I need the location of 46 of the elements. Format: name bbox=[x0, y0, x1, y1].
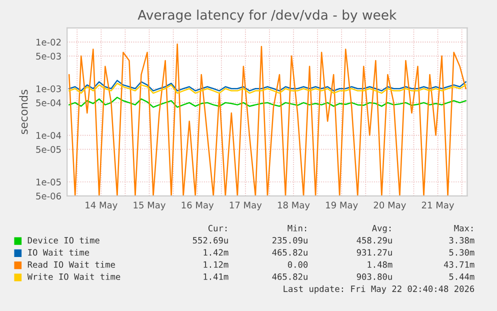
text: 903.80u bbox=[356, 273, 392, 280]
line-series bbox=[68, 96, 466, 108]
y-tick-label: 1e-05 bbox=[36, 178, 61, 186]
y-tick-label: 1e-04 bbox=[36, 132, 62, 139]
line-series bbox=[68, 82, 466, 94]
y-axis-title: seconds bbox=[19, 90, 28, 134]
text: 552.69u bbox=[192, 237, 228, 244]
text: 1.42m bbox=[204, 249, 228, 256]
legend-label: Device IO time bbox=[28, 236, 100, 244]
text: 0.00 bbox=[288, 261, 308, 268]
line-series bbox=[68, 80, 466, 92]
text: 931.27u bbox=[356, 249, 392, 256]
y-tick-label: 5e-03 bbox=[36, 52, 61, 60]
legend-label: IO Wait time bbox=[28, 249, 90, 256]
legend-label: Read IO Wait time bbox=[28, 261, 115, 268]
y-tick-label: 5e-06 bbox=[36, 192, 61, 200]
chart-title: Average latency for /dev/vda - by week bbox=[138, 10, 397, 22]
y-tick-label: 1e-03 bbox=[36, 85, 61, 92]
text: 3.38m bbox=[449, 237, 474, 244]
text: Last update: Fri May 22 02:40:48 2026 bbox=[284, 285, 474, 294]
text: Cur: bbox=[208, 224, 227, 232]
x-tick-label: 18 May bbox=[278, 202, 310, 210]
x-tick-label: 19 May bbox=[326, 202, 358, 210]
text: Avg: bbox=[372, 224, 391, 234]
text: Max: bbox=[454, 225, 473, 232]
y-tick-label: 1e-02 bbox=[36, 38, 61, 46]
x-tick-label: 14 May bbox=[86, 202, 118, 210]
text: 5.30m bbox=[449, 249, 474, 256]
text: 235.09u bbox=[272, 237, 308, 244]
x-tick-label: 15 May bbox=[134, 202, 166, 210]
text: Min: bbox=[288, 224, 306, 232]
legend-label: Write IO Wait time bbox=[27, 273, 120, 280]
y-tick-label: 5e-04 bbox=[36, 99, 62, 106]
y-tick-label: 5e-05 bbox=[36, 146, 61, 153]
x-tick-label: 17 May bbox=[230, 202, 262, 210]
text: 43.71m bbox=[444, 261, 474, 268]
text: 1.12m bbox=[204, 261, 228, 268]
text: 1.48m bbox=[368, 261, 392, 268]
x-tick-label: 16 May bbox=[182, 202, 214, 210]
text: 5.44m bbox=[449, 274, 474, 280]
text: 465.82u bbox=[272, 249, 308, 256]
text: 458.29u bbox=[356, 237, 392, 244]
text: 1.41m bbox=[204, 274, 228, 280]
text: 465.82u bbox=[272, 273, 308, 280]
x-tick-label: 21 May bbox=[422, 202, 454, 210]
x-tick-label: 20 May bbox=[374, 202, 406, 210]
